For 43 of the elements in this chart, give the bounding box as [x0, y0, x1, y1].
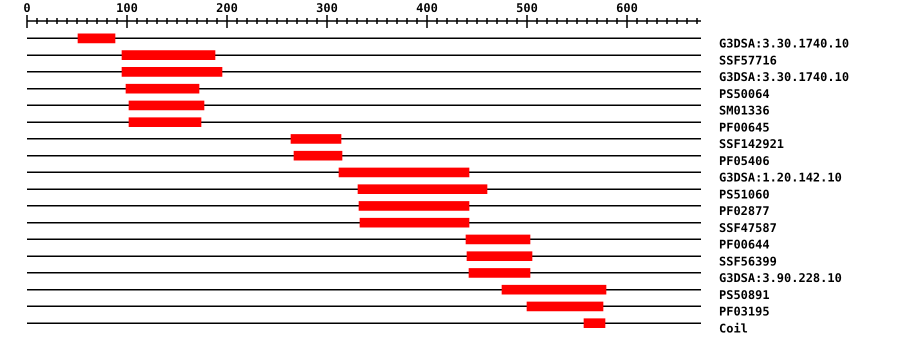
x-tick-label: 200	[216, 0, 238, 15]
y-tick-label: G3DSA:3.30.1740.10	[719, 70, 850, 84]
y-tick-label: SM01336	[719, 104, 770, 118]
bar	[338, 168, 470, 178]
y-tick-label: SSF56399	[719, 254, 777, 268]
y-tick-label: SSF47587	[719, 220, 777, 235]
x-tick-label: 400	[416, 0, 438, 15]
bar	[128, 100, 204, 110]
bar	[502, 284, 606, 295]
x-tick-label: 600	[616, 0, 638, 15]
bar	[584, 318, 606, 328]
bar	[526, 302, 604, 312]
y-tick-label: SSF57716	[719, 53, 777, 68]
y-tick-label: G3DSA:3.30.1740.10	[719, 36, 850, 51]
bar	[468, 268, 530, 278]
y-tick-label: G3DSA:1.20.142.10	[719, 170, 842, 185]
x-tick-label: 500	[516, 0, 538, 15]
bar	[122, 50, 216, 60]
bar	[466, 234, 530, 244]
bar	[466, 251, 532, 262]
y-tick-label: PF02877	[719, 204, 770, 218]
bar	[128, 117, 202, 127]
y-tick-label: PS51060	[719, 187, 770, 202]
y-tick-label: SSF142921	[719, 137, 784, 152]
y-tick-label: PS50891	[719, 288, 770, 302]
y-tick-label: PF03195	[719, 304, 770, 319]
bar	[122, 67, 222, 77]
y-tick-label: PS50064	[719, 86, 770, 101]
bar	[360, 218, 470, 228]
x-tick-label: 0	[23, 0, 31, 15]
x-tick-label: 100	[116, 0, 138, 15]
bar	[294, 150, 342, 160]
y-tick-label: PF05406	[719, 154, 770, 168]
y-tick-label: G3DSA:3.90.228.10	[719, 271, 842, 286]
bar	[358, 201, 470, 211]
bar	[126, 84, 200, 94]
y-tick-label: Coil	[719, 321, 748, 336]
bar	[78, 34, 116, 44]
bar	[358, 184, 488, 194]
bar	[290, 134, 342, 144]
y-tick-label: PF00644	[719, 238, 770, 252]
x-tick-label: 300	[316, 0, 338, 15]
y-tick-label: PF00645	[719, 120, 770, 134]
